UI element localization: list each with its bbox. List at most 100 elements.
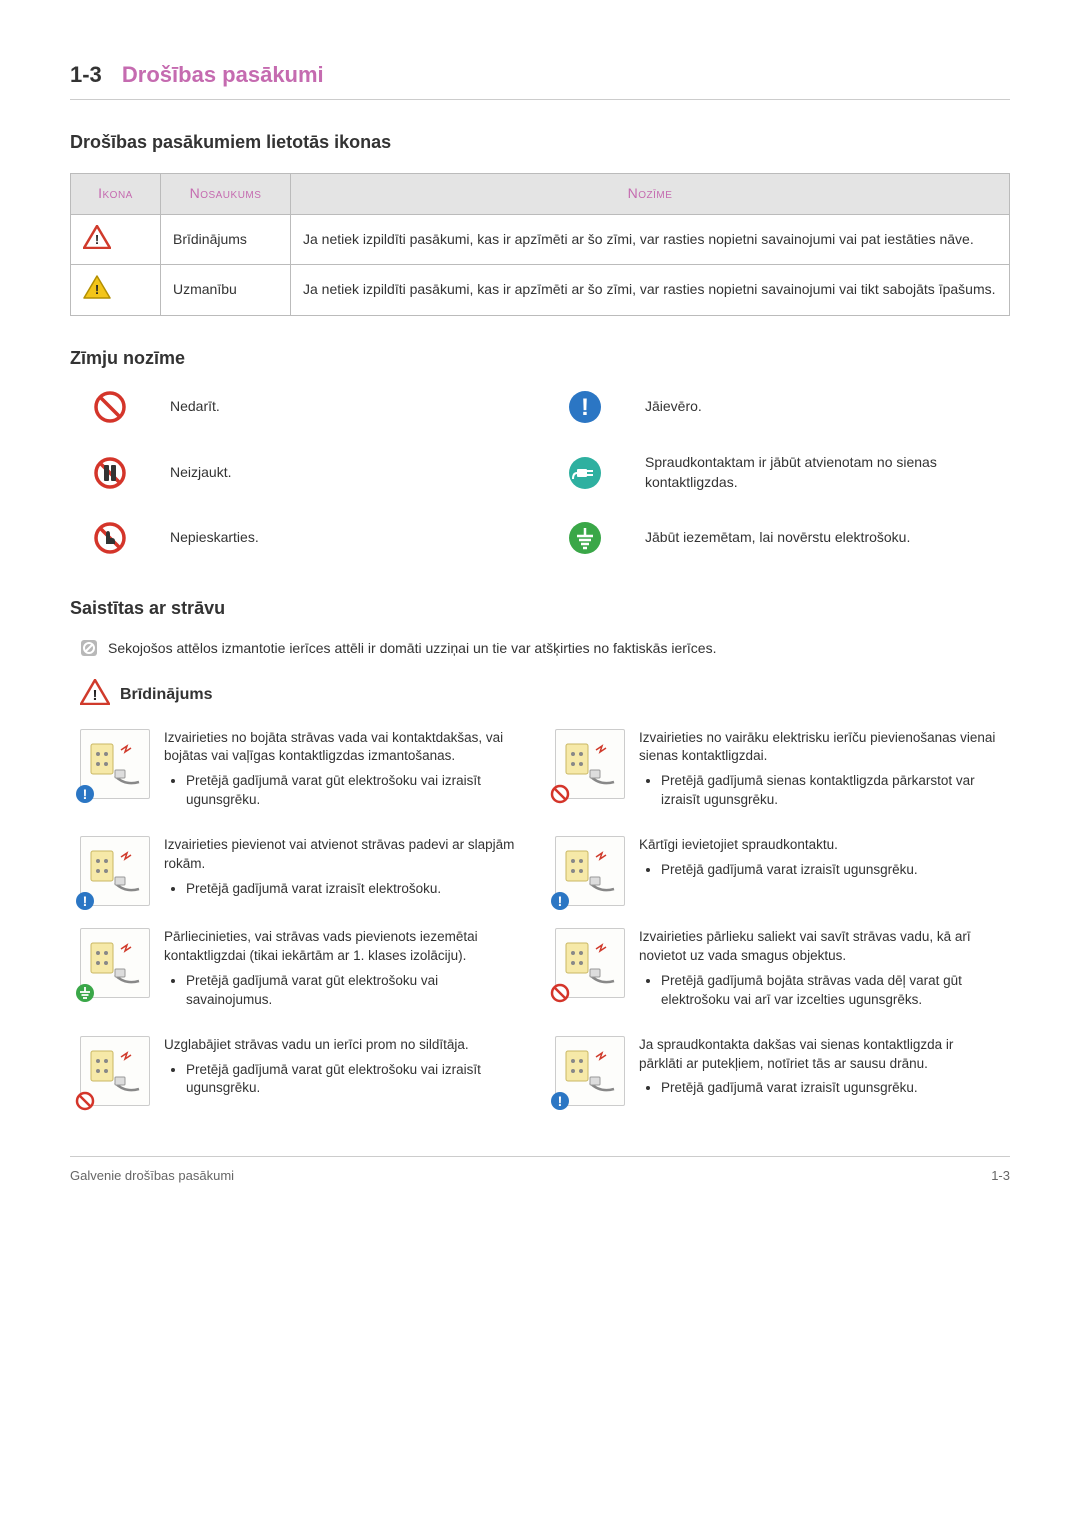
- precaution-item: ! Kārtīgi ievietojiet spraudkontaktu. Pret…: [555, 836, 1000, 906]
- precaution-main: Izvairieties pievienot vai atvienot strā…: [164, 836, 525, 874]
- precaution-text: Ja spraudkontakta dakšas vai sienas kont…: [639, 1036, 1000, 1103]
- table-row: ! Uzmanību Ja netiek izpildīti pasākumi,…: [71, 265, 1010, 316]
- badge-icon: [550, 784, 570, 804]
- precaution-bullets: Pretējā gadījumā varat gūt elektrošoku v…: [164, 972, 525, 1010]
- precaution-main: Kārtīgi ievietojiet spraudkontaktu.: [639, 836, 1000, 855]
- svg-text:!: !: [95, 232, 99, 247]
- precaution-illustration: !: [80, 729, 150, 799]
- svg-text:!: !: [581, 394, 589, 421]
- warning-red-icon: !: [83, 225, 111, 255]
- precaution-bullets: Pretējā gadījumā sienas kontaktligzda pā…: [639, 772, 1000, 810]
- precaution-item: ! Izvairieties no bojāta strāvas vada vai…: [80, 729, 525, 815]
- mandatory-icon: !: [555, 389, 615, 425]
- svg-text:!: !: [558, 893, 563, 909]
- symbol-grid: Nedarīt. ! Jāievēro. Neizjaukt. Spraudko…: [70, 389, 1010, 556]
- section-number: 1-3: [70, 62, 102, 87]
- page: 1-3 Drošības pasākumi Drošības pasākumie…: [0, 0, 1080, 1225]
- precaution-bullet: Pretējā gadījumā varat izraisīt ugunsgrē…: [661, 1079, 1000, 1098]
- badge-icon: !: [75, 891, 95, 911]
- precaution-bullets: Pretējā gadījumā bojāta strāvas vada dēļ…: [639, 972, 1000, 1010]
- symbol-label: Neizjaukt.: [170, 463, 525, 483]
- no-disassemble-icon: [80, 455, 140, 491]
- precaution-bullet: Pretējā gadījumā bojāta strāvas vada dēļ…: [661, 972, 1000, 1010]
- svg-text:!: !: [558, 1093, 563, 1109]
- precaution-item: Uzglabājiet strāvas vadu un ierīci prom …: [80, 1036, 525, 1106]
- precautions-grid: ! Izvairieties no bojāta strāvas vada vai…: [70, 729, 1010, 1106]
- svg-text:!: !: [83, 893, 88, 909]
- note-icon: [80, 639, 98, 657]
- page-footer: Galvenie drošības pasākumi 1-3: [70, 1156, 1010, 1185]
- no-touch-icon: [80, 520, 140, 556]
- note-text: Sekojošos attēlos izmantotie ierīces att…: [108, 639, 716, 659]
- badge-icon: [550, 983, 570, 1003]
- precaution-illustration: !: [80, 836, 150, 906]
- symbol-label: Jāievēro.: [645, 397, 1000, 417]
- warning-red-icon: !: [80, 679, 110, 711]
- precaution-main: Izvairieties no vairāku elektrisku ierīč…: [639, 729, 1000, 767]
- precaution-item: Izvairieties pārlieku saliekt vai savīt …: [555, 928, 1000, 1014]
- precaution-illustration: [555, 729, 625, 799]
- subsection-symbols-title: Zīmju nozīme: [70, 346, 1010, 371]
- warning-yellow-icon: !: [83, 275, 111, 305]
- badge-icon: [75, 983, 95, 1003]
- footer-right: 1-3: [991, 1167, 1010, 1185]
- symbol-label: Nepieskarties.: [170, 528, 525, 548]
- precaution-item: Pārliecinieties, vai strāvas vads pievie…: [80, 928, 525, 1014]
- precaution-illustration: [80, 1036, 150, 1106]
- precaution-item: ! Ja spraudkontakta dakšas vai sienas kon…: [555, 1036, 1000, 1106]
- subsection-icons-title: Drošības pasākumiem lietotās ikonas: [70, 130, 1010, 155]
- precaution-illustration: [555, 928, 625, 998]
- precaution-main: Uzglabājiet strāvas vadu un ierīci prom …: [164, 1036, 525, 1055]
- prohibit-icon: [80, 389, 140, 425]
- precaution-main: Pārliecinieties, vai strāvas vads pievie…: [164, 928, 525, 966]
- precaution-bullets: Pretējā gadījumā varat gūt elektrošoku v…: [164, 772, 525, 810]
- precaution-bullets: Pretējā gadījumā varat izraisīt elektroš…: [164, 880, 525, 899]
- precaution-bullets: Pretējā gadījumā varat izraisīt ugunsgrē…: [639, 1079, 1000, 1098]
- ground-icon: [555, 520, 615, 556]
- badge-icon: !: [550, 1091, 570, 1111]
- symbol-label: Jābūt iezemētam, lai novērstu elektrošok…: [645, 528, 1000, 548]
- precaution-bullets: Pretējā gadījumā varat izraisīt ugunsgrē…: [639, 861, 1000, 880]
- cell-meaning: Ja netiek izpildīti pasākumi, kas ir apz…: [291, 265, 1010, 316]
- precaution-text: Pārliecinieties, vai strāvas vads pievie…: [164, 928, 525, 1014]
- precaution-main: Ja spraudkontakta dakšas vai sienas kont…: [639, 1036, 1000, 1074]
- cell-name: Brīdinājums: [161, 214, 291, 265]
- badge-icon: !: [75, 784, 95, 804]
- badge-icon: !: [550, 891, 570, 911]
- precaution-bullets: Pretējā gadījumā varat gūt elektrošoku v…: [164, 1061, 525, 1099]
- svg-text:!: !: [83, 786, 88, 802]
- cell-icon: !: [71, 265, 161, 316]
- icon-meaning-table: Ikona Nosaukums Nozīme ! Brīdinājums Ja …: [70, 173, 1010, 316]
- precaution-text: Izvairieties pārlieku saliekt vai savīt …: [639, 928, 1000, 1014]
- symbol-label: Nedarīt.: [170, 397, 525, 417]
- symbol-label: Spraudkontaktam ir jābūt atvienotam no s…: [645, 453, 1000, 492]
- precaution-bullet: Pretējā gadījumā varat izraisīt elektroš…: [186, 880, 525, 899]
- precaution-text: Izvairieties pievienot vai atvienot strā…: [164, 836, 525, 903]
- section-title: 1-3 Drošības pasākumi: [70, 60, 1010, 100]
- precaution-illustration: !: [555, 1036, 625, 1106]
- section-name: Drošības pasākumi: [122, 62, 324, 87]
- precaution-bullet: Pretējā gadījumā sienas kontaktligzda pā…: [661, 772, 1000, 810]
- cell-meaning: Ja netiek izpildīti pasākumi, kas ir apz…: [291, 214, 1010, 265]
- warning-heading-text: Brīdinājums: [120, 684, 212, 706]
- svg-text:!: !: [95, 282, 99, 297]
- precaution-bullet: Pretējā gadījumā varat gūt elektrošoku v…: [186, 972, 525, 1010]
- precaution-text: Izvairieties no vairāku elektrisku ierīč…: [639, 729, 1000, 815]
- warning-heading: ! Brīdinājums: [80, 679, 1010, 711]
- svg-text:!: !: [93, 687, 98, 704]
- precaution-bullet: Pretējā gadījumā varat gūt elektrošoku v…: [186, 1061, 525, 1099]
- precaution-text: Izvairieties no bojāta strāvas vada vai …: [164, 729, 525, 815]
- th-icon: Ikona: [71, 173, 161, 214]
- note: Sekojošos attēlos izmantotie ierīces att…: [70, 639, 1010, 659]
- precaution-illustration: !: [555, 836, 625, 906]
- cell-name: Uzmanību: [161, 265, 291, 316]
- precaution-bullet: Pretējā gadījumā varat gūt elektrošoku v…: [186, 772, 525, 810]
- th-name: Nosaukums: [161, 173, 291, 214]
- cell-icon: !: [71, 214, 161, 265]
- precaution-bullet: Pretējā gadījumā varat izraisīt ugunsgrē…: [661, 861, 1000, 880]
- subsection-power-title: Saistītas ar strāvu: [70, 596, 1010, 621]
- precaution-main: Izvairieties pārlieku saliekt vai savīt …: [639, 928, 1000, 966]
- precaution-item: Izvairieties no vairāku elektrisku ierīč…: [555, 729, 1000, 815]
- precaution-item: ! Izvairieties pievienot vai atvienot str…: [80, 836, 525, 906]
- precaution-text: Kārtīgi ievietojiet spraudkontaktu. Pretē…: [639, 836, 1000, 884]
